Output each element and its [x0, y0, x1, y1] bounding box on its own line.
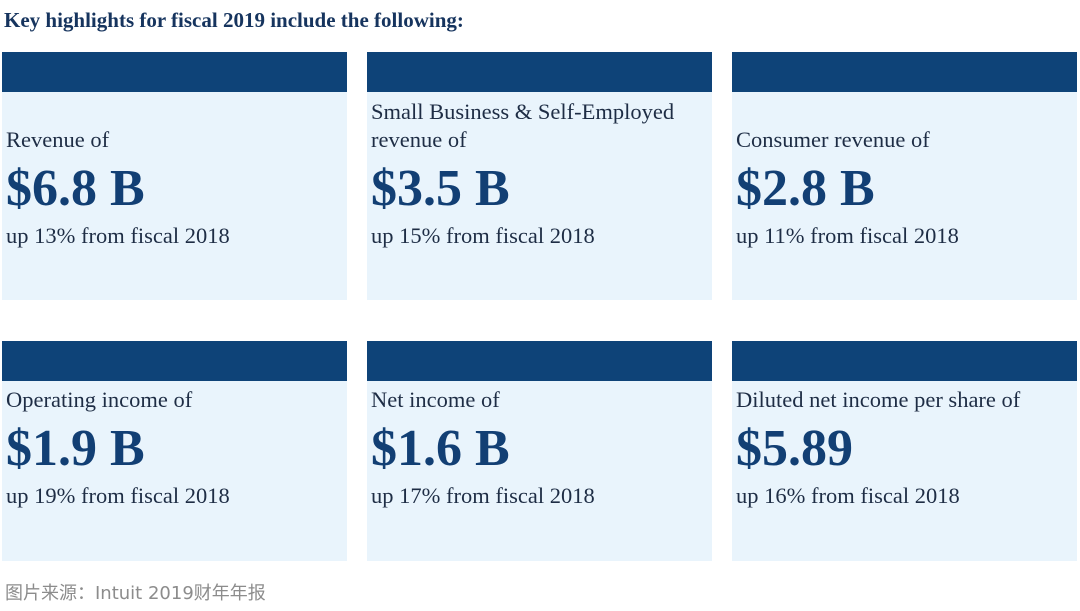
highlight-change: up 15% from fiscal 2018: [371, 223, 595, 248]
card-header-bar: [367, 52, 712, 92]
highlight-card-revenue: Revenue of $6.8 B up 13% from fiscal 201…: [2, 52, 347, 300]
highlight-card-small-business-revenue: Small Business & Self-Employed revenue o…: [367, 52, 712, 300]
highlight-change: up 19% from fiscal 2018: [6, 483, 230, 508]
highlight-label: Operating income of: [6, 387, 193, 412]
highlight-label: Revenue of: [6, 127, 110, 152]
highlight-value: $1.6 B: [371, 420, 510, 477]
highlight-card-diluted-eps: Diluted net income per share of $5.89 up…: [732, 341, 1077, 561]
card-body: Revenue of $6.8 B up 13% from fiscal 201…: [2, 92, 347, 300]
card-header-bar: [732, 52, 1077, 92]
card-body: Consumer revenue of $2.8 B up 11% from f…: [732, 92, 1077, 300]
highlight-change: up 13% from fiscal 2018: [6, 223, 230, 248]
highlight-value: $3.5 B: [371, 160, 510, 217]
highlight-value: $1.9 B: [6, 420, 145, 477]
highlight-label: Small Business & Self-Employed revenue o…: [371, 99, 675, 152]
card-body: Operating income of $1.9 B up 19% from f…: [2, 381, 347, 561]
highlight-label: Consumer revenue of: [736, 127, 930, 152]
page-heading: Key highlights for fiscal 2019 include t…: [4, 8, 464, 32]
card-header-bar: [2, 52, 347, 92]
highlight-value: $5.89: [736, 420, 853, 477]
highlight-value: $6.8 B: [6, 160, 145, 217]
card-body: Net income of $1.6 B up 17% from fiscal …: [367, 381, 712, 561]
highlight-change: up 16% from fiscal 2018: [736, 483, 960, 508]
highlight-value: $2.8 B: [736, 160, 875, 217]
highlight-card-consumer-revenue: Consumer revenue of $2.8 B up 11% from f…: [732, 52, 1077, 300]
card-body: Diluted net income per share of $5.89 up…: [732, 381, 1077, 561]
highlight-card-net-income: Net income of $1.6 B up 17% from fiscal …: [367, 341, 712, 561]
highlight-label: Diluted net income per share of: [736, 387, 1021, 412]
highlight-change: up 17% from fiscal 2018: [371, 483, 595, 508]
card-body: Small Business & Self-Employed revenue o…: [367, 92, 712, 300]
card-header-bar: [2, 341, 347, 381]
card-header-bar: [732, 341, 1077, 381]
highlight-card-operating-income: Operating income of $1.9 B up 19% from f…: [2, 341, 347, 561]
highlight-change: up 11% from fiscal 2018: [736, 223, 959, 248]
highlight-label: Net income of: [371, 387, 500, 412]
source-caption: 图片来源：Intuit 2019财年年报: [5, 583, 266, 604]
highlights-grid: Revenue of $6.8 B up 13% from fiscal 201…: [2, 52, 1077, 561]
card-header-bar: [367, 341, 712, 381]
